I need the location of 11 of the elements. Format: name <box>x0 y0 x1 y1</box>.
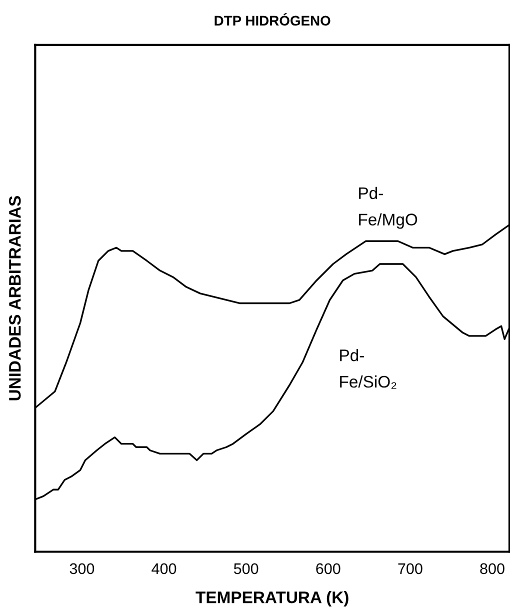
x-axis-title: TEMPERATURA (K) <box>196 591 348 607</box>
x-tick-label: 300 <box>70 563 94 574</box>
series-label: Pd- Fe/MgO <box>359 186 418 229</box>
x-tick-label: 800 <box>480 563 504 574</box>
x-tick-label: 400 <box>152 563 176 574</box>
x-tick-label: 600 <box>316 563 340 574</box>
x-tick-label: 500 <box>234 563 258 574</box>
series-label: Pd- Fe/SiO₂ <box>340 349 396 389</box>
y-axis-title: UNIDADES ARBITRARIAS <box>8 196 21 400</box>
x-tick-label: 700 <box>398 563 422 574</box>
chart-title: DTP HIDRÓGENO <box>214 13 330 26</box>
